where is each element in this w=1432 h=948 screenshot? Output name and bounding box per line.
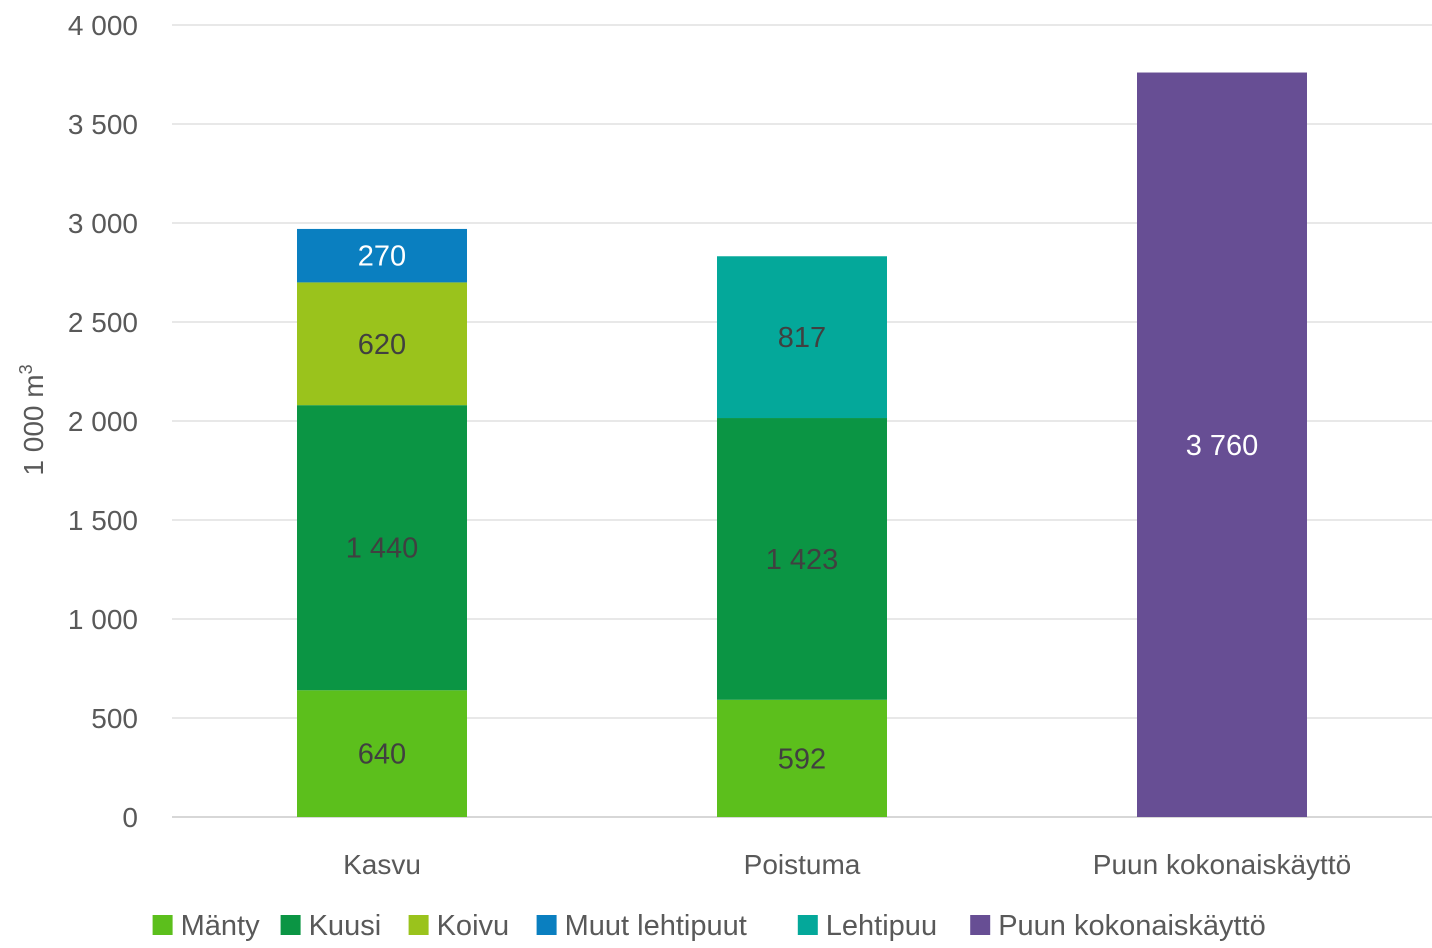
legend-swatch (970, 915, 991, 935)
y-tick-label: 1 000 (68, 604, 138, 635)
bar-segment (717, 699, 887, 817)
legend-item: Lehtipuu (797, 910, 937, 942)
bar-segment (1137, 72, 1307, 817)
legend-item: Muut lehtipuut (536, 910, 747, 942)
legend: Mänty Kuusi Koivu Muut lehtipuut Lehtipuu Puu… (152, 910, 1266, 942)
x-tick-label: Puun kokonaiskäyttö (1093, 849, 1351, 880)
legend-item: Koivu (408, 910, 510, 942)
y-tick-label: 4 000 (68, 10, 138, 41)
legend-item: Kuusi (280, 910, 382, 942)
x-tick-label: Kasvu (343, 849, 421, 880)
x-axis-ticks: Kasvu Poistuma Puun kokonaiskäyttö (343, 849, 1351, 880)
data-label: 620 (358, 329, 406, 361)
bar-segment (297, 405, 467, 691)
legend-label: Muut lehtipuut (565, 910, 747, 942)
bars (297, 72, 1307, 817)
y-tick-label: 3 000 (68, 208, 138, 239)
y-tick-label: 500 (91, 703, 138, 734)
bar-segment (717, 256, 887, 419)
data-label: 3 760 (1186, 430, 1259, 462)
legend-label: Puun kokonaiskäyttö (998, 910, 1266, 942)
bar-segment (297, 690, 467, 817)
legend-swatch (408, 915, 429, 935)
y-axis-label: 1 000 m3 (16, 364, 49, 475)
legend-item: Puun kokonaiskäyttö (970, 910, 1266, 942)
data-label: 592 (778, 743, 826, 775)
bar-segment (297, 228, 467, 283)
bar-segment (297, 282, 467, 406)
y-tick-label: 0 (122, 802, 138, 833)
data-labels: 640 1 440 620 270 592 1 423 817 3 760 (346, 241, 1259, 776)
legend-label: Lehtipuu (826, 910, 937, 942)
x-tick-label: Poistuma (744, 849, 861, 880)
legend-swatch (797, 915, 818, 935)
y-tick-label: 3 500 (68, 109, 138, 140)
bar-segment (717, 418, 887, 700)
legend-label: Kuusi (309, 910, 382, 942)
y-tick-label: 2 000 (68, 406, 138, 437)
data-label: 817 (778, 322, 826, 354)
legend-label: Mänty (181, 910, 260, 942)
data-label: 270 (358, 241, 406, 273)
legend-swatch (280, 915, 301, 935)
legend-swatch (536, 915, 557, 935)
y-tick-label: 2 500 (68, 307, 138, 338)
y-axis-ticks: 0 500 1 000 1 500 2 000 2 500 3 000 3 500 4 000 (68, 10, 138, 833)
y-tick-label: 1 500 (68, 505, 138, 536)
data-label: 1 423 (766, 544, 839, 576)
data-label: 1 440 (346, 533, 419, 565)
legend-item: Mänty (152, 910, 260, 942)
legend-swatch (152, 915, 173, 935)
data-label: 640 (358, 739, 406, 771)
legend-label: Koivu (437, 910, 510, 942)
